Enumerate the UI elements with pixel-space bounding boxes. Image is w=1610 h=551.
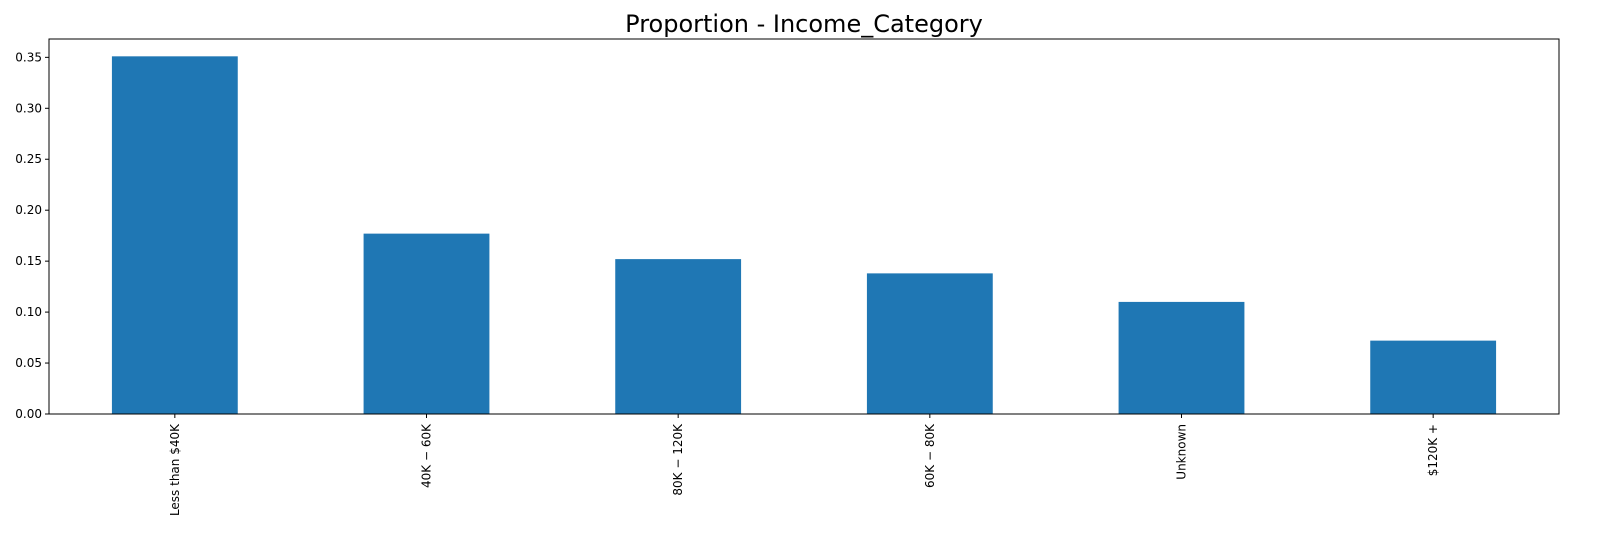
x-tick-label: $120K +	[1426, 424, 1440, 476]
y-tick-label: 0.15	[15, 254, 42, 268]
x-tick-label: Unknown	[1175, 424, 1189, 480]
x-tick-label: 40K − 60K	[420, 423, 434, 488]
plot-frame	[48, 38, 1560, 415]
y-tick-label: 0.25	[15, 152, 42, 166]
y-axis: 0.00 0.05 0.10 0.15 0.20 0.25 0.30 0.35	[15, 50, 49, 421]
chart-title: Proportion - Income_Category	[625, 10, 983, 38]
bar-1	[111, 56, 238, 415]
x-tick-label: 60K − 80K	[923, 423, 937, 488]
bar-3	[615, 259, 742, 414]
bar-6	[1370, 340, 1497, 414]
y-tick-label: 0.10	[15, 305, 42, 319]
bar-2	[363, 233, 490, 414]
y-tick-label: 0.20	[15, 203, 42, 217]
bars-group	[111, 56, 1497, 415]
bar-5	[1118, 301, 1245, 414]
y-tick-label: 0.35	[15, 50, 42, 64]
y-tick-label: 0.05	[15, 356, 42, 370]
x-tick-label: 80K − 120K	[671, 423, 685, 496]
y-tick-label: 0.30	[15, 101, 42, 115]
bar-4	[866, 273, 993, 414]
y-tick-label: 0.00	[15, 407, 42, 421]
x-axis: Less than $40K 40K − 60K 80K − 120K 60K − 8…	[168, 414, 1440, 516]
x-tick-label: Less than $40K	[168, 423, 182, 516]
